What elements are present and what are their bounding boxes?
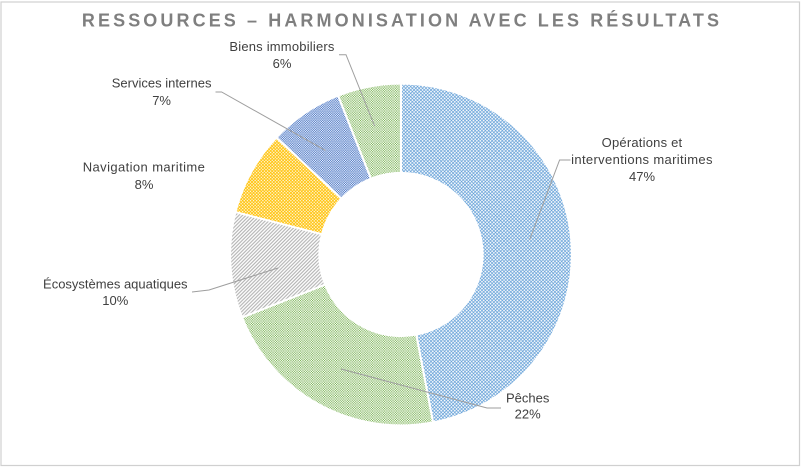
svg-text:Services internes: Services internes xyxy=(112,76,212,91)
svg-text:47%: 47% xyxy=(629,169,655,184)
svg-text:Opérations et: Opérations et xyxy=(602,135,683,150)
svg-text:Biens immobiliers: Biens immobiliers xyxy=(229,39,335,54)
svg-text:10%: 10% xyxy=(102,293,128,308)
svg-text:8%: 8% xyxy=(135,177,154,192)
svg-text:7%: 7% xyxy=(152,93,171,108)
svg-text:22%: 22% xyxy=(515,407,541,422)
svg-text:Navigation maritime: Navigation maritime xyxy=(83,160,205,175)
svg-text:RESSOURCES – HARMONISATION AVE: RESSOURCES – HARMONISATION AVEC LES RÉSU… xyxy=(82,10,722,31)
svg-text:Écosystèmes aquatiques: Écosystèmes aquatiques xyxy=(43,277,188,292)
svg-text:interventions maritimes: interventions maritimes xyxy=(571,152,713,167)
svg-text:Pêches: Pêches xyxy=(506,391,550,406)
svg-text:6%: 6% xyxy=(273,56,292,71)
